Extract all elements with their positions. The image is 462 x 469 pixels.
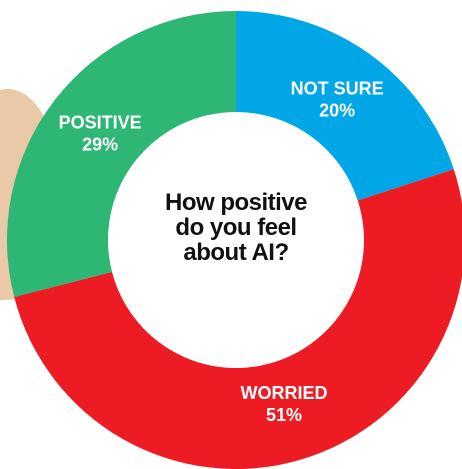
value-label: 29% <box>82 134 118 154</box>
donut-slice <box>6 11 237 297</box>
chart-title: How positive do you feel about AI? <box>164 189 308 266</box>
slice-label: NOT SURE <box>291 79 384 99</box>
donut-slice <box>14 169 462 469</box>
donut-slice <box>236 11 454 201</box>
value-label: 20% <box>319 101 355 121</box>
slice-label: WORRIED <box>240 383 327 403</box>
slice-label: POSITIVE <box>59 112 142 132</box>
value-label: 51% <box>266 405 302 425</box>
